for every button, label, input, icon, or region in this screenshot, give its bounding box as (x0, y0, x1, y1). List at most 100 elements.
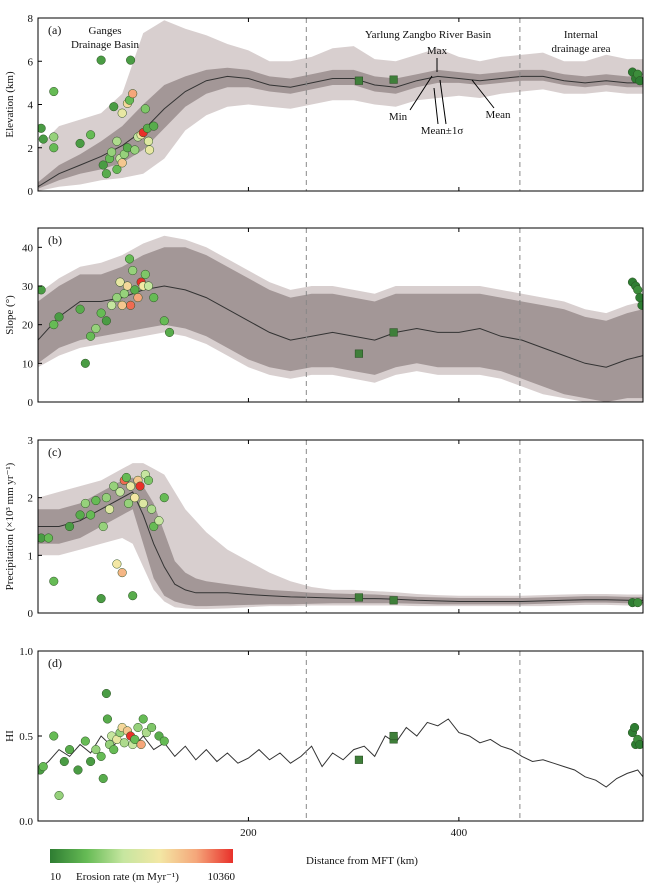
sigma-band (38, 247, 643, 402)
data-point (112, 136, 122, 146)
data-point (115, 487, 125, 497)
y-tick-label: 2 (28, 143, 34, 155)
data-point (117, 300, 127, 310)
data-point (126, 55, 136, 65)
mean-line (38, 285, 643, 368)
data-point (107, 300, 117, 310)
data-point (121, 472, 131, 483)
data-square (354, 755, 363, 764)
y-tick-label: 0 (28, 186, 34, 198)
data-square (389, 731, 398, 741)
data-point (38, 762, 48, 772)
panel-label: (a) (48, 23, 61, 37)
data-point (115, 277, 125, 287)
data-point (140, 104, 150, 114)
data-square (354, 76, 363, 85)
y-axis-label: HI (4, 730, 16, 742)
data-point (86, 510, 96, 520)
data-point (75, 138, 85, 148)
panel-label: (d) (48, 656, 62, 670)
data-point (75, 304, 85, 314)
data-point (80, 498, 90, 508)
data-point (154, 516, 164, 526)
data-point (80, 358, 90, 368)
data-point (73, 765, 83, 775)
data-point (117, 158, 127, 168)
data-point (630, 722, 640, 733)
data-point (98, 160, 108, 170)
panel-plot-3 (38, 463, 643, 609)
data-point (96, 751, 106, 761)
range-band (38, 20, 643, 191)
mean-line (38, 491, 643, 602)
data-point (140, 269, 150, 279)
data-point (54, 790, 64, 801)
data-point (86, 331, 96, 341)
data-point (65, 745, 75, 755)
data-square (389, 75, 398, 84)
y-tick-label: 0.5 (19, 731, 33, 743)
data-point (107, 147, 117, 157)
data-point (128, 89, 138, 99)
data-square (389, 328, 398, 337)
data-point (91, 496, 101, 506)
data-point (112, 164, 122, 174)
range-band (38, 463, 643, 609)
y-tick-label: 3 (28, 435, 34, 447)
data-point (104, 504, 115, 514)
data-point (101, 316, 111, 326)
data-square (354, 593, 363, 602)
panel-label: (c) (48, 445, 61, 459)
data-point (130, 285, 140, 295)
y-axis-label: Precipitation (×10³ mm yr⁻¹) (4, 462, 16, 590)
panel-frame (37, 227, 644, 403)
y-tick-label: 20 (22, 320, 34, 332)
y-tick-label: 8 (28, 13, 34, 25)
region-label-ganges-2: Drainage Basin (71, 39, 140, 51)
data-point (159, 493, 169, 503)
data-point (59, 756, 69, 767)
data-point (637, 300, 643, 310)
data-point (49, 86, 59, 97)
data-point (112, 293, 122, 303)
data-point (126, 481, 136, 491)
y-tick-label: 1 (28, 550, 34, 562)
y-tick-label: 6 (28, 56, 34, 68)
data-point (130, 145, 140, 155)
y-tick-label: 2 (28, 493, 34, 505)
y-tick-label: 0.0 (19, 816, 33, 828)
data-point (96, 594, 106, 604)
data-point (128, 591, 138, 601)
data-point (49, 320, 59, 330)
data-point (86, 756, 96, 767)
data-point (149, 121, 159, 131)
colorbar-title: Erosion rate (m Myr⁻¹) (76, 871, 179, 883)
data-point (147, 504, 157, 514)
data-point (633, 598, 643, 608)
data-square (389, 596, 398, 605)
data-point (149, 293, 159, 303)
y-tick-label: 0 (28, 397, 34, 409)
data-point (91, 323, 101, 334)
data-point (109, 102, 119, 112)
data-point (112, 559, 122, 569)
data-point (149, 521, 159, 532)
data-point (126, 300, 136, 310)
y-tick-label: 1.0 (19, 646, 33, 658)
data-point (138, 714, 148, 724)
data-point (635, 76, 643, 86)
data-point (159, 316, 169, 326)
data-point (633, 285, 643, 295)
y-tick-label: 10 (22, 358, 34, 370)
y-tick-label: 40 (22, 242, 34, 254)
x-tick-label: 400 (451, 827, 468, 839)
data-point (49, 731, 59, 741)
data-point (130, 734, 140, 744)
data-point (143, 475, 154, 485)
region-label-yarlung: Yarlung Zangbo River Basin (365, 29, 492, 41)
data-point (38, 123, 46, 133)
data-point (101, 169, 111, 179)
envelope-label-max: Max (427, 45, 448, 57)
x-tick-label: 200 (240, 827, 257, 839)
region-label-internal-2: drainage area (552, 43, 611, 55)
